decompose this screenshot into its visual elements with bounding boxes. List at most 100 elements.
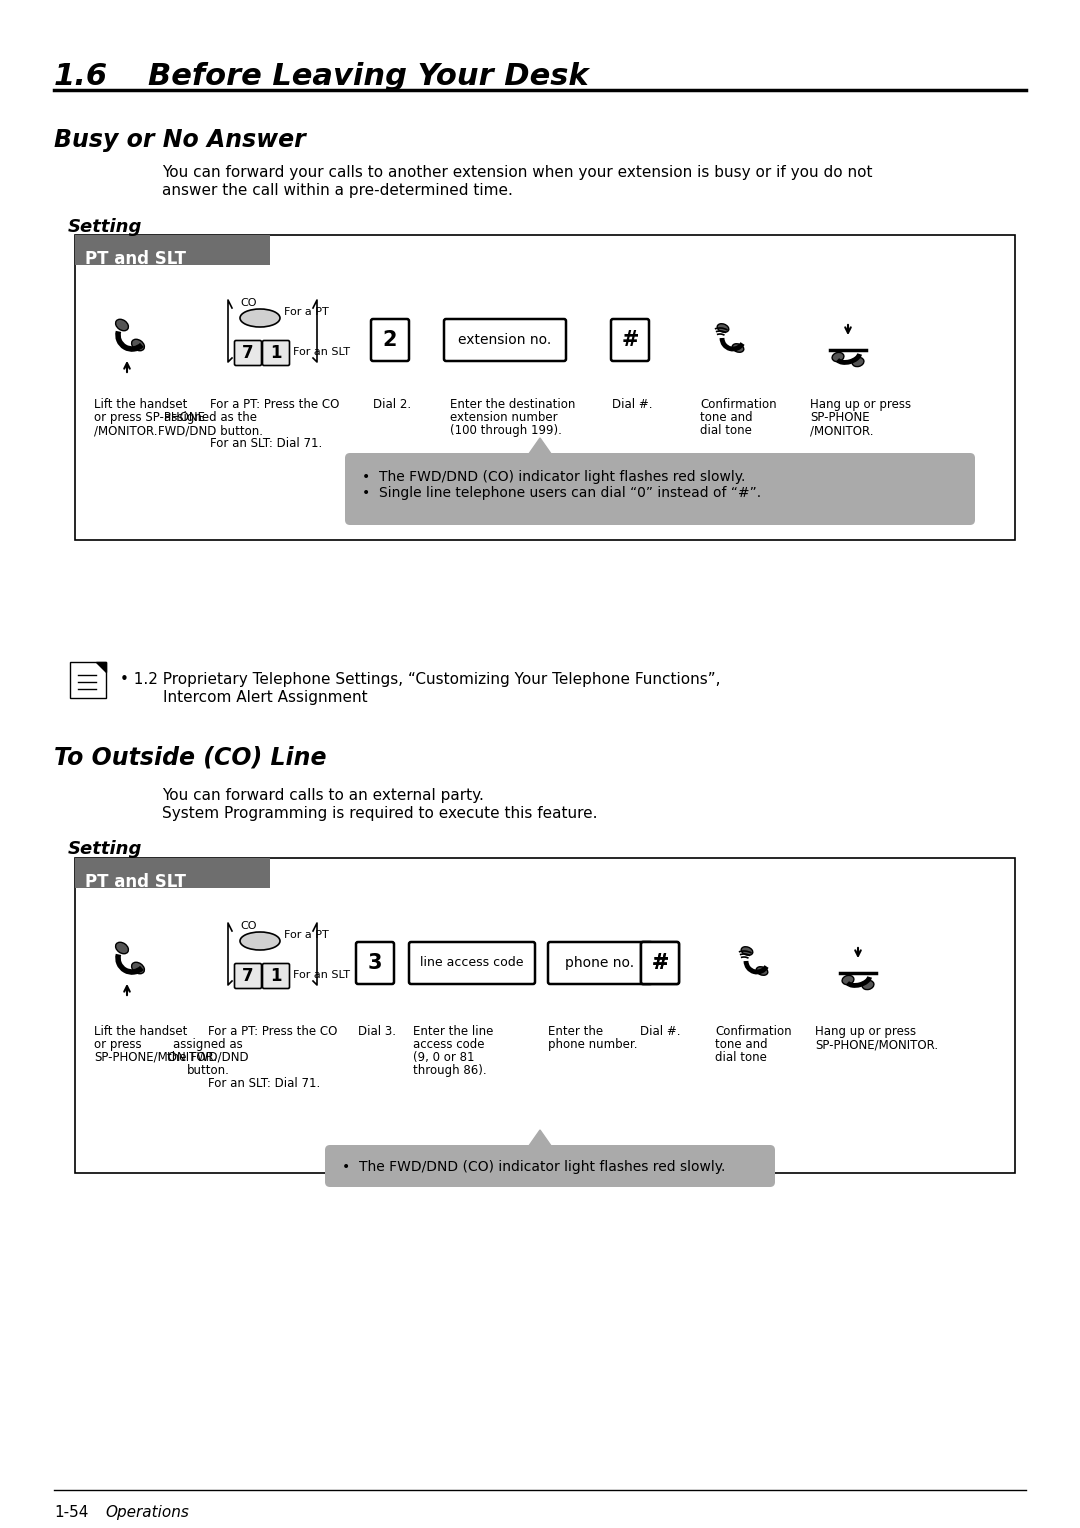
Text: Lift the handset: Lift the handset — [94, 1025, 187, 1038]
Bar — [75, 859, 1015, 1174]
Text: Dial 3.: Dial 3. — [357, 1025, 396, 1038]
Text: tone and: tone and — [700, 411, 753, 423]
FancyBboxPatch shape — [409, 941, 535, 984]
Text: SP-PHONE: SP-PHONE — [810, 411, 869, 423]
Text: #: # — [651, 953, 669, 973]
Text: For an SLT: For an SLT — [293, 347, 350, 358]
Ellipse shape — [832, 353, 843, 362]
Text: PT and SLT: PT and SLT — [85, 872, 186, 891]
Text: Setting: Setting — [68, 219, 143, 235]
Ellipse shape — [852, 358, 864, 367]
Text: Lift the handset: Lift the handset — [94, 397, 187, 411]
FancyBboxPatch shape — [444, 319, 566, 361]
Text: •  Single line telephone users can dial “0” instead of “#”.: • Single line telephone users can dial “… — [362, 486, 761, 500]
FancyBboxPatch shape — [356, 941, 394, 984]
Polygon shape — [526, 439, 554, 458]
Text: line access code: line access code — [420, 957, 524, 969]
Text: 1-54: 1-54 — [54, 1505, 89, 1520]
Text: extension no.: extension no. — [458, 333, 552, 347]
Text: Confirmation: Confirmation — [715, 1025, 792, 1038]
Text: #: # — [621, 330, 638, 350]
Text: Enter the line: Enter the line — [413, 1025, 494, 1038]
Text: To Outside (CO) Line: To Outside (CO) Line — [54, 746, 326, 769]
Text: You can forward calls to an external party.: You can forward calls to an external par… — [162, 788, 484, 804]
Text: assigned as the: assigned as the — [163, 411, 257, 423]
Text: answer the call within a pre-determined time.: answer the call within a pre-determined … — [162, 183, 513, 199]
Text: Operations: Operations — [105, 1505, 189, 1520]
Ellipse shape — [741, 947, 753, 955]
Text: Confirmation: Confirmation — [700, 397, 777, 411]
Text: tone and: tone and — [715, 1038, 768, 1051]
Text: For an SLT: For an SLT — [293, 970, 350, 979]
Text: For an SLT: Dial 71.: For an SLT: Dial 71. — [208, 1077, 321, 1089]
Text: SP-PHONE/MONITOR.: SP-PHONE/MONITOR. — [815, 1038, 939, 1051]
FancyBboxPatch shape — [548, 941, 652, 984]
FancyBboxPatch shape — [642, 941, 679, 984]
Text: 7: 7 — [242, 967, 254, 986]
Ellipse shape — [842, 975, 854, 984]
Text: Before Leaving Your Desk: Before Leaving Your Desk — [148, 63, 589, 92]
Text: •  The FWD/DND (CO) indicator light flashes red slowly.: • The FWD/DND (CO) indicator light flash… — [362, 471, 745, 484]
Text: phone number.: phone number. — [548, 1038, 637, 1051]
Text: CO: CO — [240, 298, 257, 309]
Text: 3: 3 — [368, 953, 382, 973]
Text: #: # — [651, 953, 669, 973]
Text: access code: access code — [413, 1038, 485, 1051]
Text: For an SLT: Dial 71.: For an SLT: Dial 71. — [210, 437, 322, 451]
Text: 1: 1 — [270, 967, 282, 986]
Text: (100 through 199).: (100 through 199). — [450, 423, 562, 437]
Ellipse shape — [240, 309, 280, 327]
Ellipse shape — [132, 963, 145, 973]
Ellipse shape — [717, 324, 729, 332]
FancyBboxPatch shape — [234, 341, 261, 365]
Text: Hang up or press: Hang up or press — [810, 397, 912, 411]
Text: For a PT: For a PT — [284, 307, 328, 316]
Bar — [75, 859, 270, 888]
FancyBboxPatch shape — [234, 964, 261, 989]
Text: Dial #.: Dial #. — [640, 1025, 680, 1038]
FancyBboxPatch shape — [642, 941, 679, 984]
Text: the FWD/DND: the FWD/DND — [167, 1051, 248, 1063]
Bar — [75, 235, 1015, 539]
Text: /MONITOR.: /MONITOR. — [94, 423, 158, 437]
Text: 1.6: 1.6 — [54, 63, 108, 92]
Text: •  The FWD/DND (CO) indicator light flashes red slowly.: • The FWD/DND (CO) indicator light flash… — [342, 1160, 726, 1174]
Text: Busy or No Answer: Busy or No Answer — [54, 128, 306, 151]
Text: Dial #.: Dial #. — [612, 397, 652, 411]
Text: PT and SLT: PT and SLT — [85, 251, 186, 267]
Text: through 86).: through 86). — [413, 1063, 487, 1077]
Text: 1: 1 — [270, 344, 282, 362]
FancyBboxPatch shape — [345, 452, 975, 526]
Text: Hang up or press: Hang up or press — [815, 1025, 916, 1038]
FancyBboxPatch shape — [262, 964, 289, 989]
Text: System Programming is required to execute this feature.: System Programming is required to execut… — [162, 805, 597, 821]
Ellipse shape — [732, 344, 744, 353]
Text: assigned as: assigned as — [173, 1038, 243, 1051]
Text: Setting: Setting — [68, 840, 143, 859]
FancyBboxPatch shape — [372, 319, 409, 361]
Text: SP-PHONE/MONITOR.: SP-PHONE/MONITOR. — [94, 1051, 217, 1063]
Bar — [75, 235, 270, 264]
Ellipse shape — [132, 339, 145, 351]
Text: Enter the destination: Enter the destination — [450, 397, 576, 411]
FancyBboxPatch shape — [262, 341, 289, 365]
Text: For a PT: For a PT — [284, 931, 328, 940]
Polygon shape — [96, 662, 106, 672]
Text: or press: or press — [94, 1038, 141, 1051]
Text: • 1.2 Proprietary Telephone Settings, “Customizing Your Telephone Functions”,: • 1.2 Proprietary Telephone Settings, “C… — [120, 672, 720, 688]
Ellipse shape — [862, 981, 874, 990]
Text: button.: button. — [187, 1063, 229, 1077]
Text: 2: 2 — [382, 330, 397, 350]
Ellipse shape — [116, 319, 129, 330]
Text: FWD/DND button.: FWD/DND button. — [158, 423, 262, 437]
Text: Intercom Alert Assignment: Intercom Alert Assignment — [163, 691, 367, 704]
Text: For a PT: Press the CO: For a PT: Press the CO — [208, 1025, 337, 1038]
Text: phone no.: phone no. — [566, 957, 635, 970]
Ellipse shape — [240, 932, 280, 950]
Text: Enter the: Enter the — [548, 1025, 603, 1038]
Text: dial tone: dial tone — [700, 423, 752, 437]
Text: You can forward your calls to another extension when your extension is busy or i: You can forward your calls to another ex… — [162, 165, 873, 180]
FancyBboxPatch shape — [611, 319, 649, 361]
Text: 7: 7 — [242, 344, 254, 362]
Text: extension number: extension number — [450, 411, 557, 423]
